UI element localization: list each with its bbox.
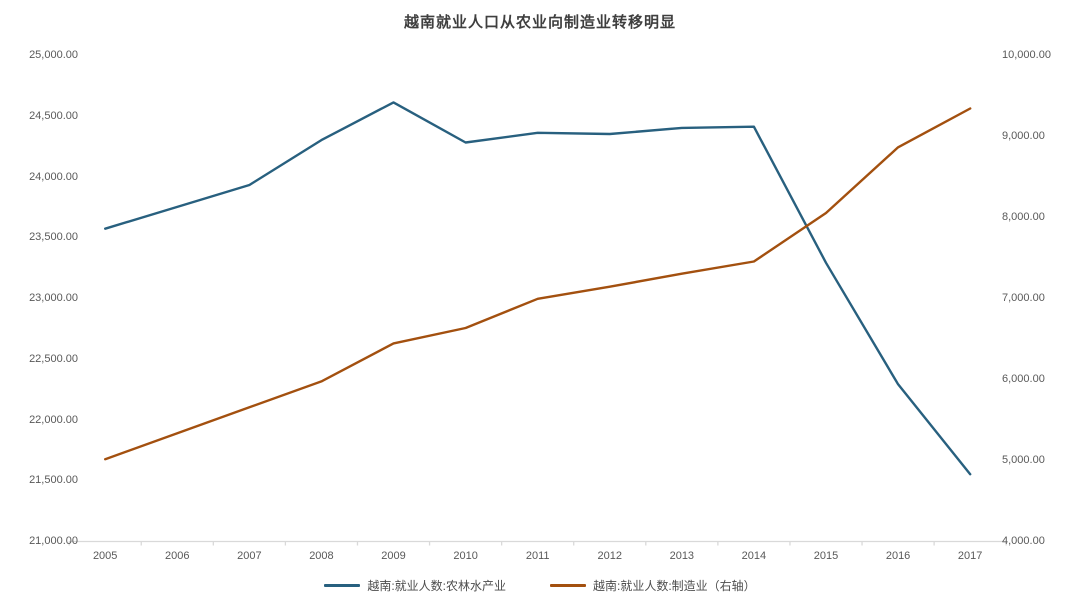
right-axis-tick-label: 7,000.00 xyxy=(1002,292,1045,304)
x-axis-tick-label: 2008 xyxy=(309,550,334,562)
left-axis-tick-label: 22,500.00 xyxy=(29,352,78,365)
left-axis-tick-label: 24,000.00 xyxy=(29,170,78,183)
x-axis-tick-label: 2007 xyxy=(237,550,262,562)
x-axis-tick-label: 2010 xyxy=(453,550,478,562)
x-axis-tick-label: 2015 xyxy=(813,550,839,562)
legend-line-sample xyxy=(324,584,361,587)
series-line-0 xyxy=(103,101,972,476)
left-axis-tick-label: 21,000.00 xyxy=(29,535,78,547)
left-axis-tick-label: 23,500.00 xyxy=(29,231,78,244)
legend-item-1: 越南:就业人数:制造业（右轴） xyxy=(550,577,756,594)
right-axis-tick-label: 10,000.00 xyxy=(1002,49,1051,61)
legend-label: 越南:就业人数:制造业（右轴） xyxy=(593,579,756,593)
left-axis-tick-label: 22,000.00 xyxy=(29,413,78,426)
x-axis-tick-label: 2005 xyxy=(92,550,118,562)
x-axis-tick-label: 2013 xyxy=(669,550,695,562)
legend-item-0: 越南:就业人数:农林水产业 xyxy=(324,577,506,594)
left-axis-tick-label: 24,500.00 xyxy=(29,109,78,122)
x-axis-tick-label: 2014 xyxy=(741,550,767,562)
legend-line-sample xyxy=(550,584,586,587)
right-axis-tick-label: 6,000.00 xyxy=(1002,373,1045,385)
x-axis-tick-label: 2011 xyxy=(525,550,550,562)
left-axis-tick-label: 21,500.00 xyxy=(29,474,78,487)
right-axis-tick-label: 5,000.00 xyxy=(1002,454,1045,466)
chart-title: 越南就业人口从农业向制造业转移明显 xyxy=(403,14,676,31)
x-axis-tick-label: 2016 xyxy=(885,550,911,562)
left-axis-tick-label: 25,000.00 xyxy=(29,49,78,61)
x-axis-tick-label: 2012 xyxy=(597,550,622,562)
right-axis-tick-label: 4,000.00 xyxy=(1002,535,1045,547)
x-axis-tick-label: 2006 xyxy=(165,550,190,562)
series-line-1 xyxy=(103,107,972,461)
right-axis-tick-label: 8,000.00 xyxy=(1002,211,1045,223)
x-axis-tick-label: 2017 xyxy=(957,550,983,562)
x-axis-tick-label: 2009 xyxy=(381,550,406,562)
right-axis-tick-label: 9,000.00 xyxy=(1002,130,1045,142)
left-axis-tick-label: 23,000.00 xyxy=(29,292,78,304)
legend: 越南:就业人数:农林水产业 越南:就业人数:制造业（右轴） xyxy=(0,577,1080,594)
legend-label: 越南:就业人数:农林水产业 xyxy=(367,579,506,593)
